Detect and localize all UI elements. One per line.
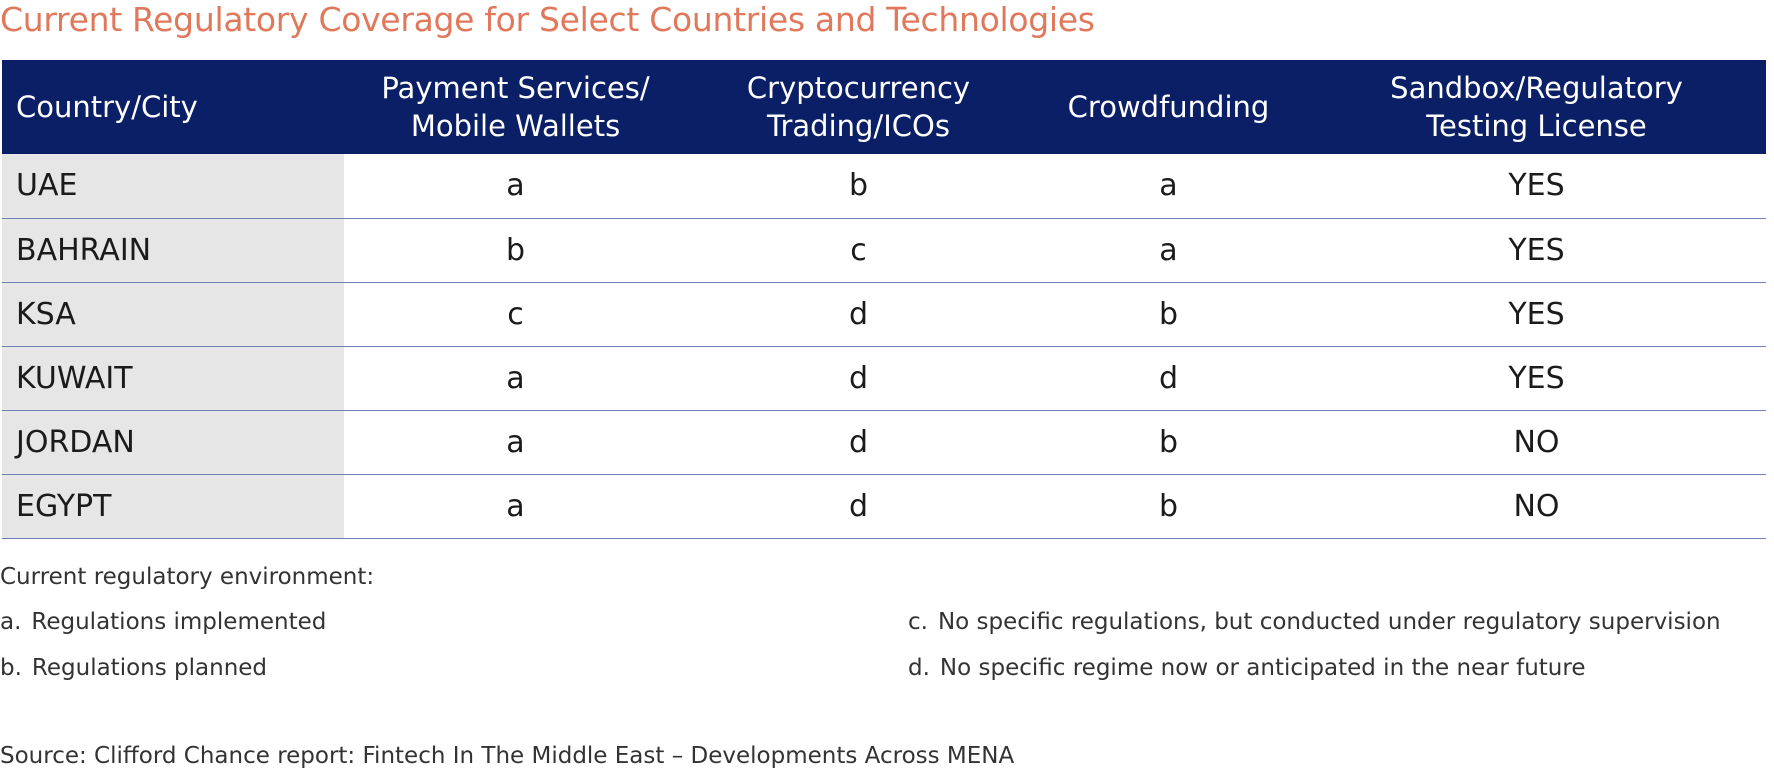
table-row: EGYPT a d b NO xyxy=(2,474,1766,539)
legend-heading: Current regulatory environment: xyxy=(0,564,375,590)
crowdfunding-cell: d xyxy=(1030,346,1307,411)
sandbox-cell: YES xyxy=(1307,346,1766,411)
country-cell: JORDAN xyxy=(2,410,344,475)
header-crowdfunding-line1: Crowdfunding xyxy=(1067,90,1270,124)
crowdfunding-cell: b xyxy=(1030,474,1307,539)
table-row: KSA c d b YES xyxy=(2,282,1766,347)
header-sandbox-line1: Sandbox/Regulatory xyxy=(1390,71,1683,105)
crypto-cell: d xyxy=(687,346,1030,411)
legend-text: Regulations implemented xyxy=(31,609,327,635)
legend-text: Regulations planned xyxy=(31,655,268,681)
payment-cell: b xyxy=(344,218,687,283)
country-cell: KSA xyxy=(2,282,344,347)
table-row: KUWAIT a d d YES xyxy=(2,346,1766,411)
sandbox-cell: YES xyxy=(1307,154,1766,219)
crowdfunding-cell: b xyxy=(1030,410,1307,475)
legend-item-a: a. Regulations implemented xyxy=(0,609,326,635)
legend-key: c. xyxy=(908,609,928,635)
legend-text: No specific regulations, but conducted u… xyxy=(937,609,1721,635)
header-sandbox-line2: Testing License xyxy=(1426,109,1647,143)
crypto-cell: d xyxy=(687,410,1030,475)
header-crypto-line1: Cryptocurrency xyxy=(746,71,971,105)
crowdfunding-cell: a xyxy=(1030,218,1307,283)
header-payment-services: Payment Services/ Mobile Wallets xyxy=(344,60,687,154)
country-cell: BAHRAIN xyxy=(2,218,344,283)
payment-cell: c xyxy=(344,282,687,347)
crypto-cell: d xyxy=(687,282,1030,347)
legend-key: b. xyxy=(0,655,22,681)
crypto-cell: b xyxy=(687,154,1030,219)
table-row: JORDAN a d b NO xyxy=(2,410,1766,475)
header-crypto-line2: Trading/ICOs xyxy=(767,109,950,143)
payment-cell: a xyxy=(344,474,687,539)
regulatory-coverage-table: Country/City Payment Services/ Mobile Wa… xyxy=(2,60,1766,539)
crypto-cell: c xyxy=(687,218,1030,283)
header-country-line1: Country/City xyxy=(16,90,198,124)
sandbox-cell: NO xyxy=(1307,474,1766,539)
payment-cell: a xyxy=(344,346,687,411)
header-payment-line2: Mobile Wallets xyxy=(410,109,621,143)
legend-key: d. xyxy=(908,655,930,681)
table-header-row: Country/City Payment Services/ Mobile Wa… xyxy=(2,60,1766,154)
header-sandbox: Sandbox/Regulatory Testing License xyxy=(1307,60,1766,154)
header-cryptocurrency: Cryptocurrency Trading/ICOs xyxy=(687,60,1030,154)
payment-cell: a xyxy=(344,410,687,475)
legend-text: No specific regime now or anticipated in… xyxy=(939,655,1586,681)
source-note: Source: Clifford Chance report: Fintech … xyxy=(0,743,1015,769)
legend-item-d: d. No specific regime now or anticipated … xyxy=(908,655,1585,681)
sandbox-cell: NO xyxy=(1307,410,1766,475)
header-payment-line1: Payment Services/ xyxy=(381,71,650,105)
table-row: BAHRAIN b c a YES xyxy=(2,218,1766,283)
crowdfunding-cell: b xyxy=(1030,282,1307,347)
table-row: UAE a b a YES xyxy=(2,154,1766,219)
legend-item-c: c. No specific regulations, but conducted… xyxy=(908,609,1721,635)
header-country: Country/City xyxy=(2,60,344,154)
country-cell: EGYPT xyxy=(2,474,344,539)
header-crowdfunding: Crowdfunding xyxy=(1030,60,1307,154)
payment-cell: a xyxy=(344,154,687,219)
crypto-cell: d xyxy=(687,474,1030,539)
legend-key: a. xyxy=(0,609,22,635)
crowdfunding-cell: a xyxy=(1030,154,1307,219)
sandbox-cell: YES xyxy=(1307,218,1766,283)
country-cell: UAE xyxy=(2,154,344,219)
sandbox-cell: YES xyxy=(1307,282,1766,347)
legend-item-b: b. Regulations planned xyxy=(0,655,267,681)
country-cell: KUWAIT xyxy=(2,346,344,411)
page-title: Current Regulatory Coverage for Select C… xyxy=(0,0,1095,39)
